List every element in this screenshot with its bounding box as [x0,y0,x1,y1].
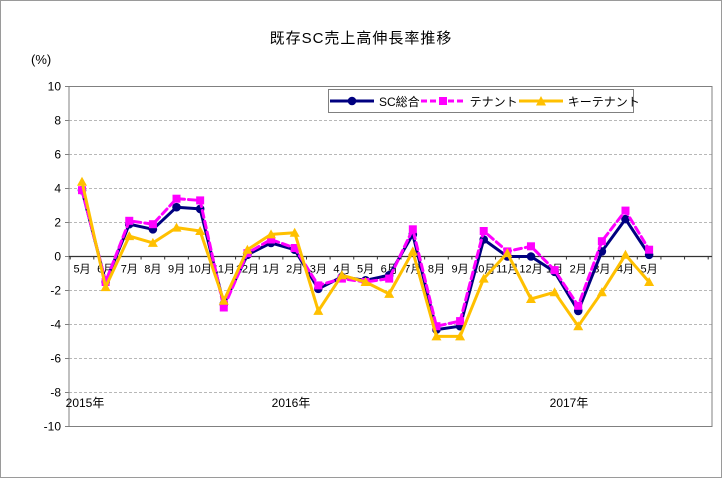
x-tick-label: 8月 [144,264,161,276]
data-point-triangle [431,331,442,341]
legend-item-1: テナント [420,93,518,110]
data-point-square [526,242,535,251]
x-tick-label: 3月 [310,264,327,276]
data-point-circle [526,252,536,261]
data-point-square [148,220,157,229]
legend-label: キーテナント [567,94,640,109]
x-tick-label: 9月 [168,264,185,276]
data-point-square [645,245,654,254]
data-point-square [78,186,86,195]
data-point-triangle [266,229,277,239]
data-point-triangle [171,222,182,232]
y-tick-label: -2 [50,284,61,298]
data-point-square [385,274,394,283]
y-tick-label: 10 [48,80,62,94]
y-tick-label: -10 [44,420,62,434]
legend-swatch-circle-icon [330,96,374,106]
data-point-triangle [336,270,347,280]
x-tick-label: 4月 [333,264,350,276]
legend-label: SC総合 [379,94,420,109]
legend: SC総合 テナント キーテナント [328,89,640,113]
data-point-square [196,196,205,205]
data-point-triangle [407,246,418,256]
data-point-square [314,281,323,290]
y-tick-label: 6 [54,148,61,162]
legend-label: テナント [469,94,518,109]
data-point-triangle [218,295,229,305]
data-point-square [456,317,465,326]
data-point-square [574,301,583,310]
year-label: 2017年 [550,396,589,410]
y-tick-label: 0 [54,250,61,264]
data-point-square [550,266,559,275]
x-tick-label: 10月 [189,264,212,276]
y-tick-label: -8 [50,386,61,400]
year-label: 2015年 [66,396,105,410]
data-point-square [125,216,134,225]
data-point-triangle [502,248,513,258]
x-tick-label: 9月 [452,264,469,276]
legend-item-0: SC総合 [329,93,420,110]
legend-item-2: キーテナント [518,93,640,110]
data-point-square [621,206,630,215]
data-point-triangle [124,231,135,241]
x-tick-label: 4月 [617,264,634,276]
x-tick-label: 7月 [121,264,138,276]
y-tick-label: 4 [54,182,61,196]
data-point-triangle [77,176,87,186]
data-point-triangle [313,305,324,315]
data-point-square [597,237,606,246]
series-line-0 [80,188,651,332]
data-point-triangle [242,244,253,254]
data-point-square [290,244,299,252]
data-point-square [267,235,276,244]
x-tick-label: 11月 [213,264,235,276]
y-tick-label: -4 [50,318,61,332]
data-point-square [479,227,488,235]
x-tick-label: 5月 [73,264,90,276]
data-point-circle [172,202,181,212]
y-tick-label: -6 [50,352,61,366]
x-tick-label: 3月 [593,264,610,276]
data-point-triangle [525,294,536,303]
data-point-square [432,322,441,331]
x-tick-label: 12月 [519,264,542,276]
data-point-triangle [384,288,395,298]
data-point-triangle [549,287,560,297]
data-point-triangle [455,331,466,341]
x-tick-label: 2月 [570,264,587,276]
data-point-triangle [360,277,371,286]
data-point-triangle [478,273,489,283]
x-tick-label: 5月 [641,264,658,276]
data-point-square [172,194,181,203]
legend-swatch-square-icon [420,97,465,105]
data-point-triangle [289,227,300,237]
data-point-triangle [596,287,607,297]
data-point-triangle [147,237,158,247]
y-tick-label: 8 [54,114,61,128]
year-label: 2016年 [272,396,311,410]
x-tick-label: 2月 [286,264,303,276]
data-point-circle [621,214,630,224]
data-point-triangle [644,277,655,286]
x-tick-label: 8月 [428,264,445,276]
y-axis-unit-label: (%) [31,52,52,67]
data-point-triangle [573,321,584,331]
data-point-triangle [100,282,111,292]
chart-title: 既存SC売上高伸長率推移 [269,30,453,47]
x-tick-label: 1月 [262,264,279,276]
legend-swatch-triangle-icon [518,96,563,106]
data-point-triangle [195,226,206,235]
data-point-square [408,225,417,234]
y-tick-label: 2 [54,216,61,230]
data-point-square [219,303,228,312]
data-point-triangle [620,249,631,259]
series-line-2 [80,180,651,338]
x-tick-label: 5月 [357,264,374,276]
